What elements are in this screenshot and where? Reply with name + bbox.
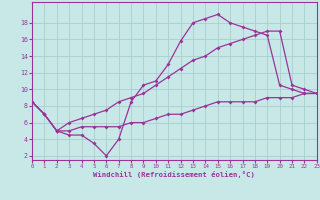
- X-axis label: Windchill (Refroidissement éolien,°C): Windchill (Refroidissement éolien,°C): [93, 171, 255, 178]
